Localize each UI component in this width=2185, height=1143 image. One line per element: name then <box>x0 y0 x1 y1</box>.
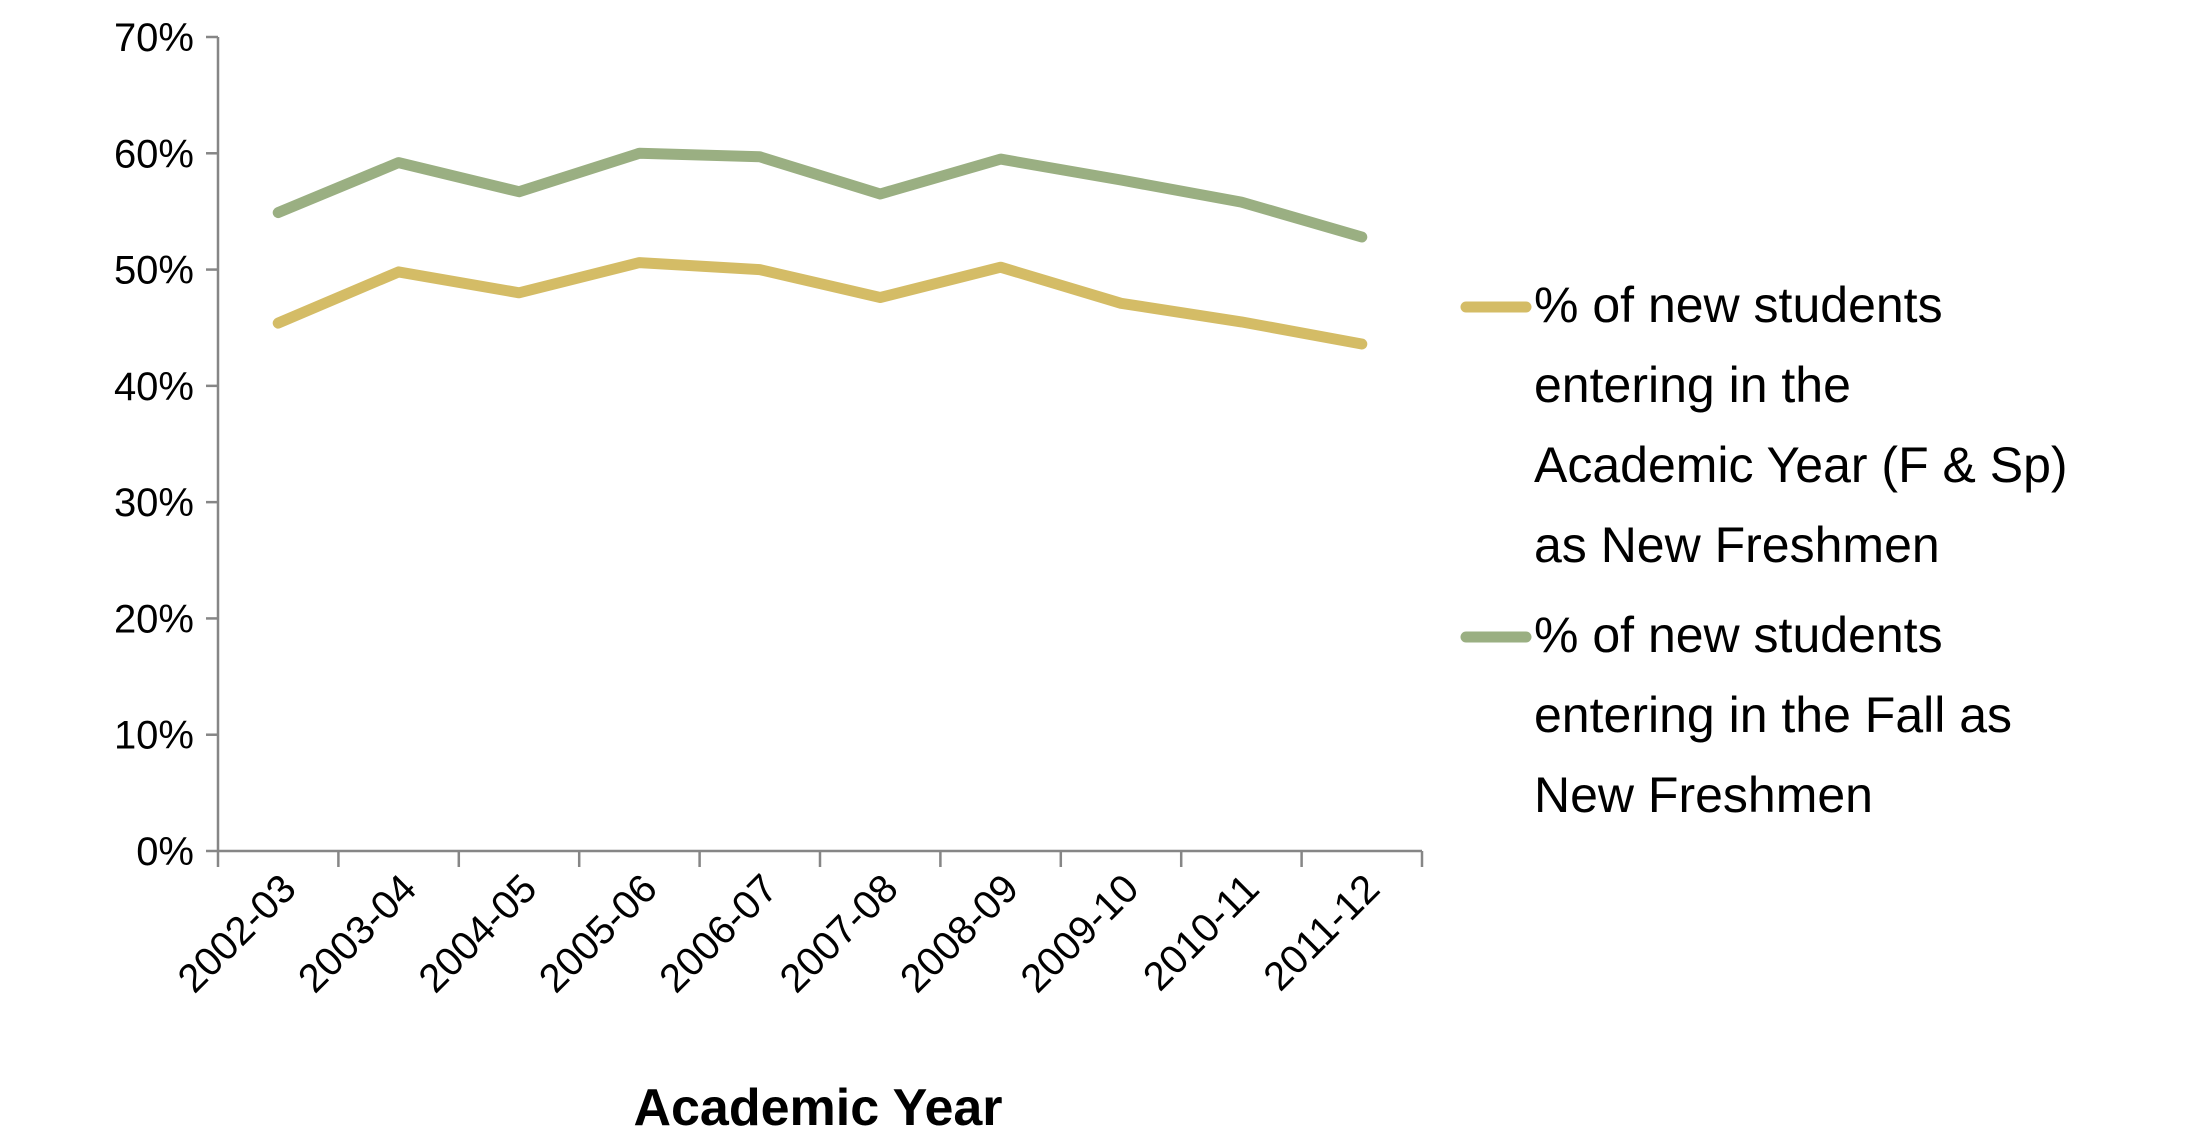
y-tick-label: 70% <box>114 16 194 60</box>
x-axis-ticks: 2002-032003-042004-052005-062006-072007-… <box>170 851 1424 1001</box>
x-tick-label: 2005-06 <box>531 866 666 1001</box>
y-tick-label: 40% <box>114 365 194 409</box>
y-tick-label: 0% <box>136 830 194 874</box>
x-tick-label: 2006-07 <box>651 866 786 1001</box>
x-axis-title: Academic Year <box>633 1079 1002 1137</box>
legend-label-line: entering in the <box>1534 357 1851 413</box>
y-tick-label: 50% <box>114 249 194 293</box>
legend-label-line: % of new students <box>1534 277 1943 333</box>
x-tick-label: 2003-04 <box>290 866 425 1001</box>
x-tick-label: 2002-03 <box>170 866 305 1001</box>
legend-label-line: Academic Year (F & Sp) <box>1534 437 2068 493</box>
legend-label-line: as New Freshmen <box>1534 517 1940 573</box>
legend-item-2: % of new students entering in the Fall as… <box>1460 607 2012 823</box>
x-tick-label: 2010-11 <box>1135 866 1268 999</box>
legend-label-line: entering in the Fall as <box>1534 687 2012 743</box>
x-tick-label: 2004-05 <box>410 866 545 1001</box>
x-tick-label: 2011-12 <box>1255 866 1388 999</box>
series-line-2 <box>272 147 1368 243</box>
legend: % of new students entering in the Academic… <box>1460 277 2068 823</box>
y-tick-label: 20% <box>114 597 194 641</box>
y-tick-label: 30% <box>114 481 194 525</box>
x-tick-label: 2007-08 <box>772 866 907 1001</box>
y-tick-label: 60% <box>114 132 194 176</box>
legend-item-1: % of new students entering in the Academic… <box>1460 277 2068 573</box>
series-layer <box>272 147 1368 350</box>
y-axis-ticks: 0% 10% 20% 30% 40% 50% 60% 70% <box>114 16 218 874</box>
series-line-1 <box>272 257 1368 350</box>
legend-label-line: % of new students <box>1534 607 1943 663</box>
y-tick-label: 10% <box>114 714 194 758</box>
x-tick-label: 2009-10 <box>1012 866 1147 1001</box>
legend-label-line: New Freshmen <box>1534 767 1873 823</box>
x-tick-label: 2008-09 <box>892 866 1027 1001</box>
